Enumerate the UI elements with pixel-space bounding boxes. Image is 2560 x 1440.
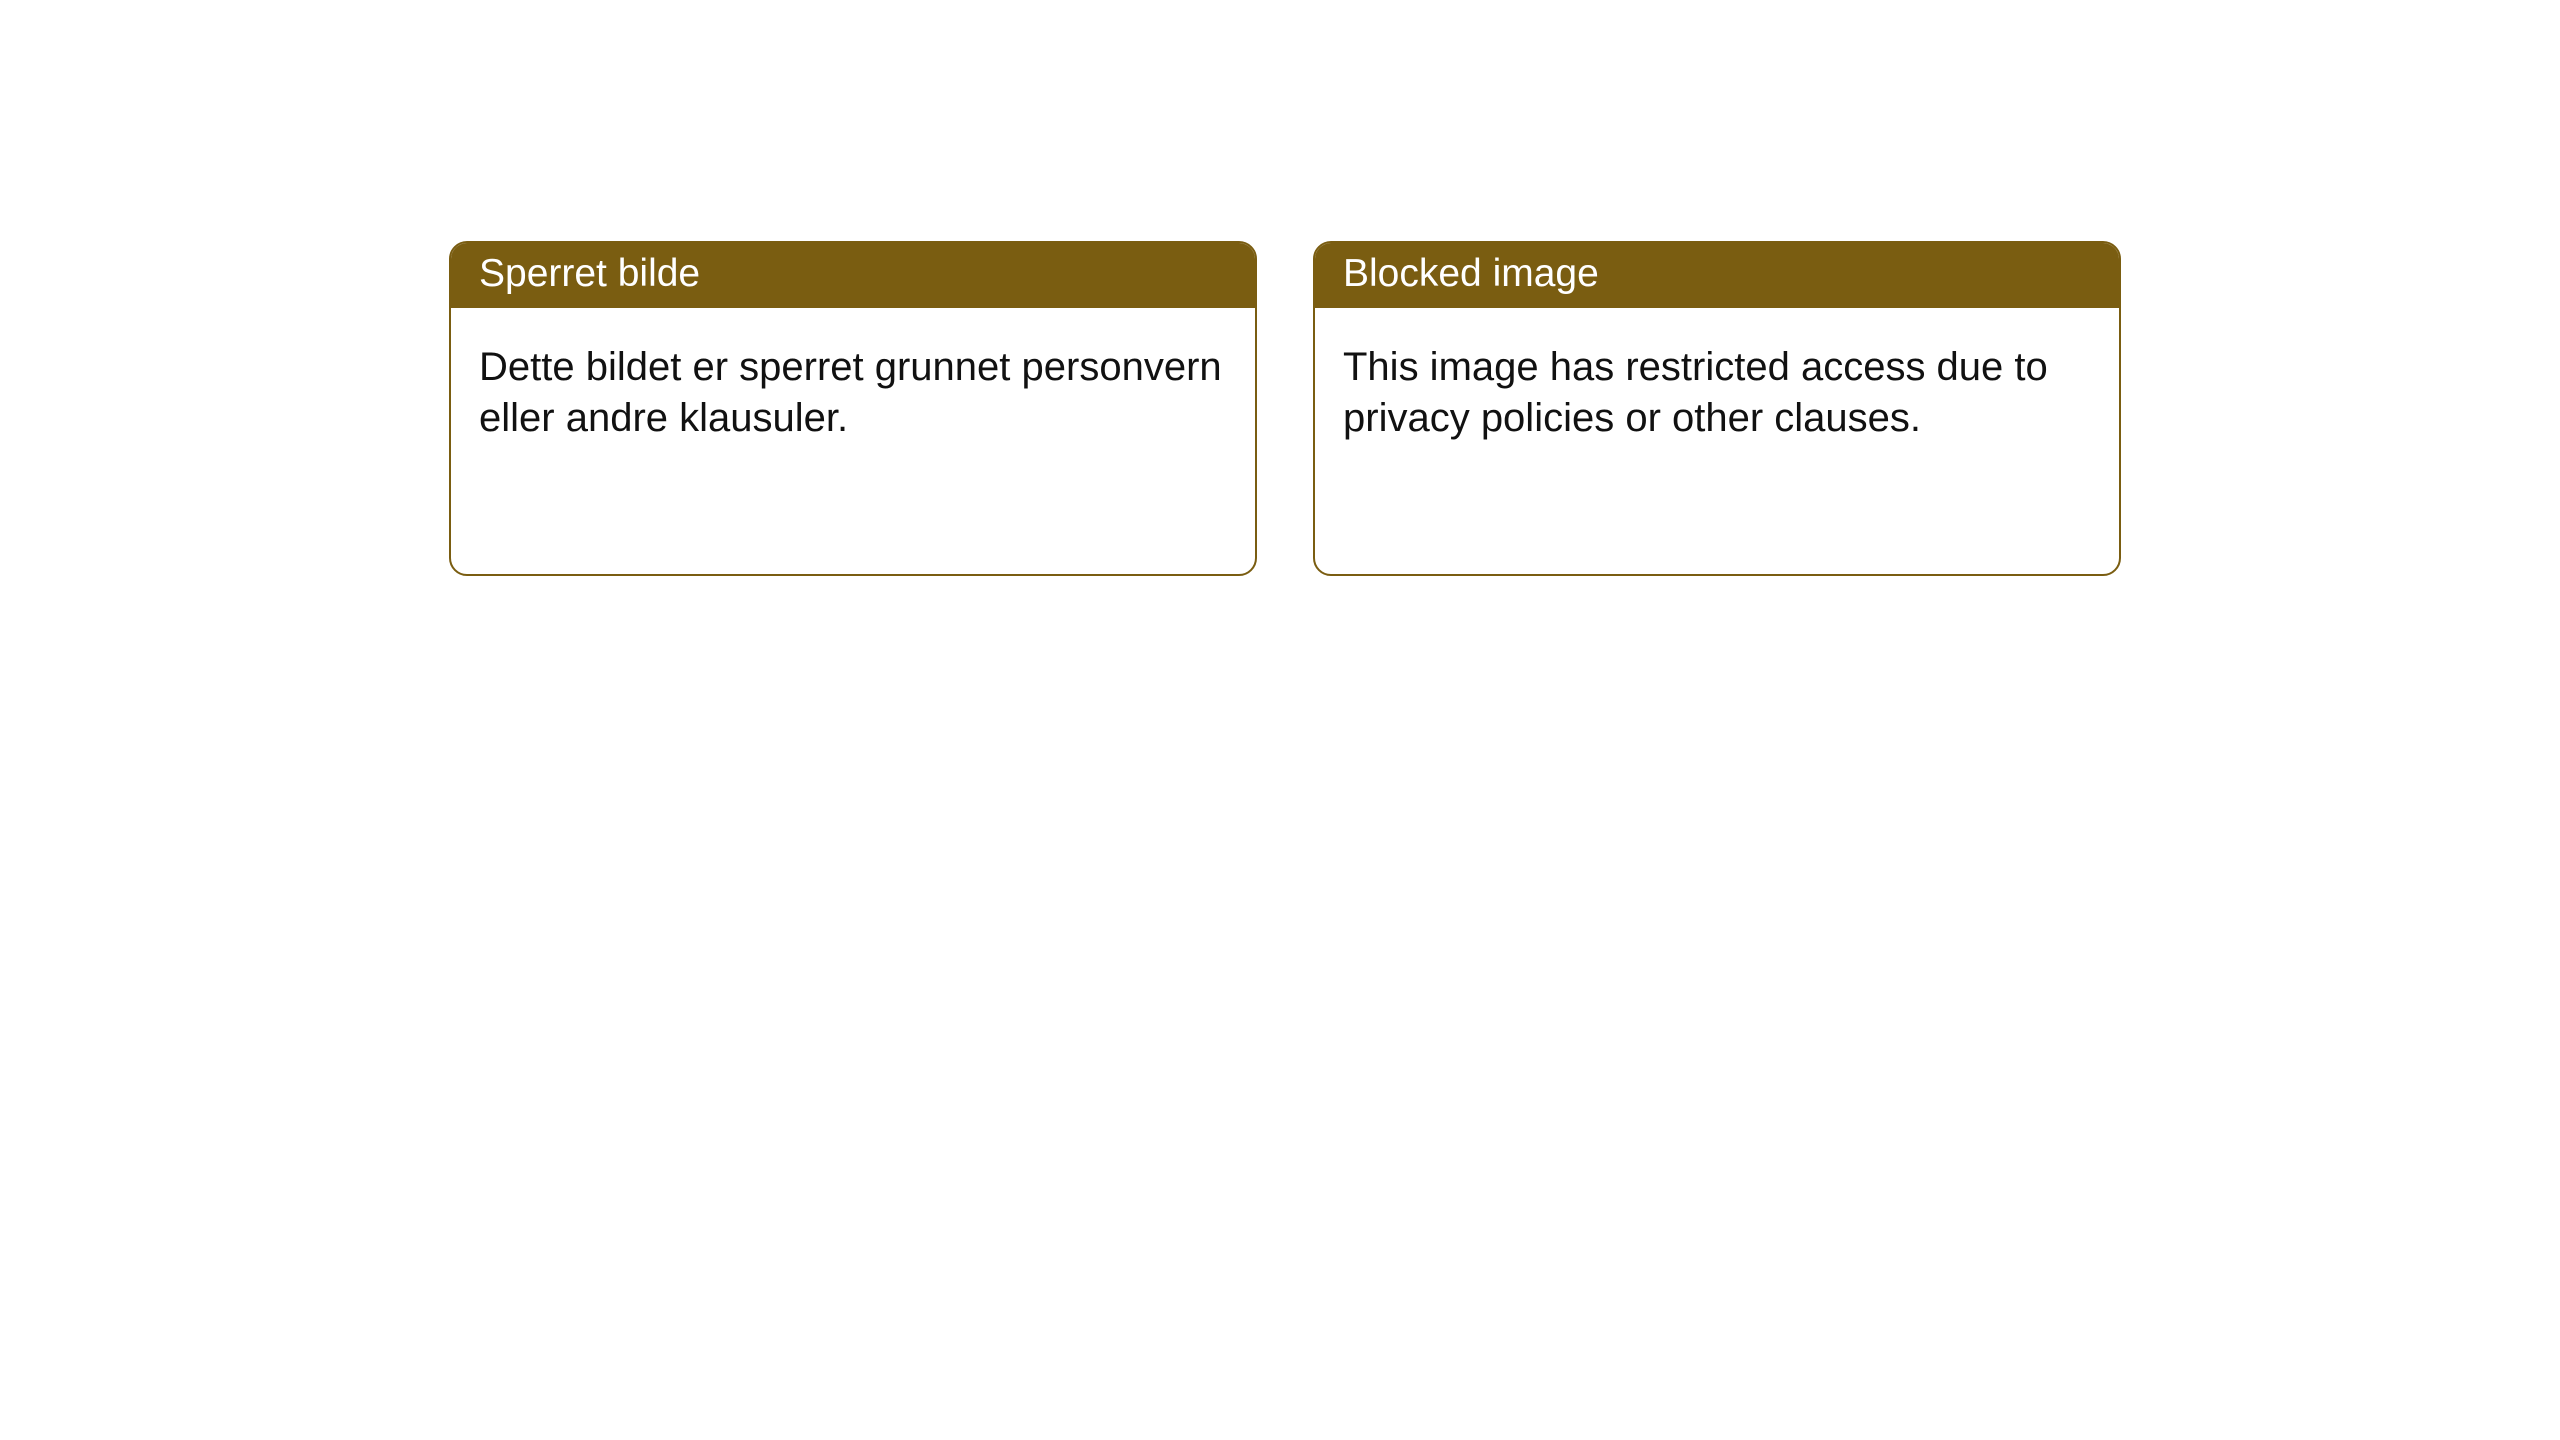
notice-header-norwegian: Sperret bilde [451,243,1255,308]
notice-box-norwegian: Sperret bilde Dette bildet er sperret gr… [449,241,1257,576]
notice-header-english: Blocked image [1315,243,2119,308]
notice-container: Sperret bilde Dette bildet er sperret gr… [0,0,2560,576]
notice-body-english: This image has restricted access due to … [1315,308,2119,472]
notice-body-norwegian: Dette bildet er sperret grunnet personve… [451,308,1255,472]
notice-box-english: Blocked image This image has restricted … [1313,241,2121,576]
